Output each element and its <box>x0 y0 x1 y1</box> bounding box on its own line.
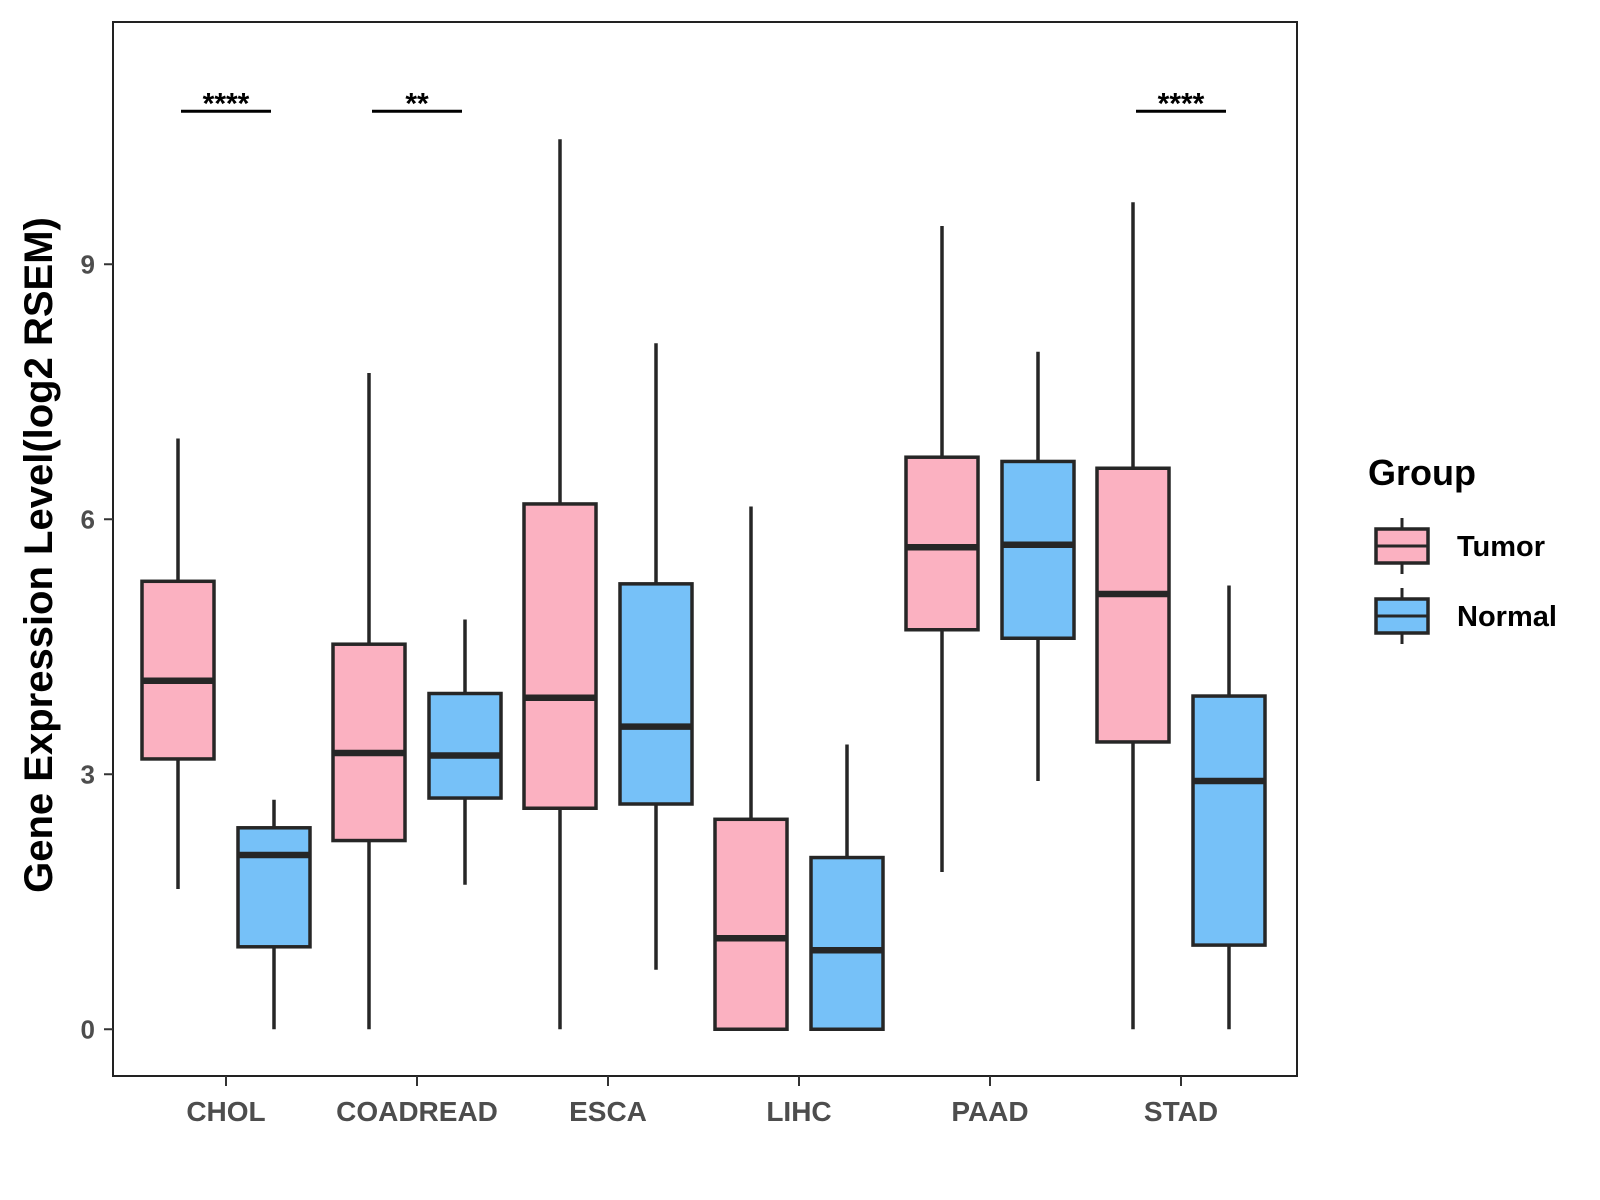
box-body <box>522 502 598 810</box>
box-body <box>713 817 789 1031</box>
y-axis-title: Gene Expression Level(log2 RSEM) <box>17 217 61 893</box>
box-normal-lihc <box>809 744 885 1031</box>
legend-entry-tumor: Tumor <box>1374 518 1545 574</box>
box-body <box>618 582 694 806</box>
box-body <box>1191 694 1267 947</box>
box-tumor-lihc <box>713 506 789 1031</box>
box-body <box>331 642 407 843</box>
plot-panel-border <box>112 21 1298 1077</box>
x-tick-label: STAD <box>1144 1096 1218 1127</box>
box-normal-chol <box>236 799 312 1030</box>
x-tick-label: LIHC <box>766 1096 831 1127</box>
y-tick-label: 0 <box>81 1014 95 1044</box>
significance-label: **** <box>203 87 250 120</box>
box-body <box>140 579 216 761</box>
box-tumor-stad <box>1095 202 1171 1030</box>
box-body <box>904 455 980 632</box>
legend: Group Tumor Normal <box>1368 452 1557 644</box>
box-tumor-paad <box>904 226 980 872</box>
box-normal-stad <box>1191 585 1267 1030</box>
x-tick-label: ESCA <box>569 1096 647 1127</box>
box-normal-paad <box>1000 351 1076 782</box>
box-body <box>1000 459 1076 641</box>
box-tumor-esca <box>522 139 598 1030</box>
y-tick-label: 3 <box>81 759 95 789</box>
legend-title: Group <box>1368 452 1476 493</box>
y-tick-label: 9 <box>81 249 95 279</box>
legend-entry-normal: Normal <box>1374 588 1557 644</box>
box-body <box>1095 466 1171 744</box>
x-tick-label: COADREAD <box>336 1096 498 1127</box>
significance-label: ** <box>405 87 429 120</box>
box-normal-coadread <box>427 619 503 885</box>
legend-label: Normal <box>1457 601 1557 633</box>
box-normal-esca <box>618 343 694 970</box>
box-tumor-coadread <box>331 373 407 1030</box>
box-body <box>236 826 312 949</box>
box-tumor-chol <box>140 438 216 889</box>
x-tick-label: CHOL <box>186 1096 265 1127</box>
box-body <box>809 855 885 1031</box>
significance-label: **** <box>1158 87 1205 120</box>
x-tick-label: PAAD <box>951 1096 1028 1127</box>
legend-label: Tumor <box>1457 531 1545 563</box>
box-body <box>427 691 503 800</box>
y-tick-label: 6 <box>81 504 95 534</box>
